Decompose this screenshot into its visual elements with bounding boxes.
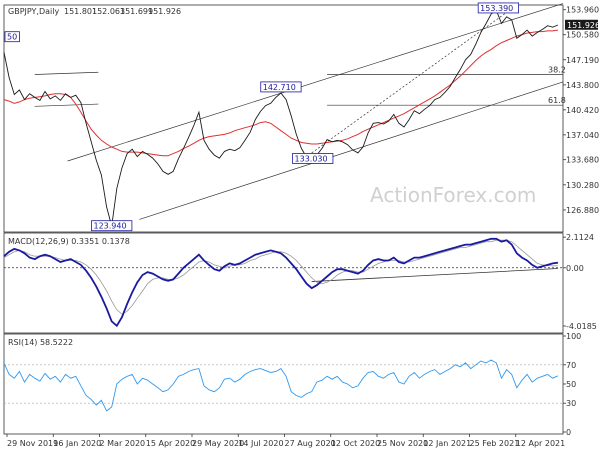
macd-y-axis: 2.1124 0.00 -4.0185	[563, 233, 597, 331]
header-low: 151.699	[120, 7, 153, 16]
header-high: 152.063	[92, 7, 125, 16]
rsi-line	[3, 359, 559, 412]
annotation-box-1	[260, 81, 302, 93]
price-y-tick-label-3: 143.800	[566, 81, 599, 90]
header-close: 151.926	[148, 7, 181, 16]
price-y-tick-label-7: 130.280	[566, 181, 599, 190]
macd-panel: MACD(12,26,9) 0.3351 0.1378 2.1124 0.00 -4…	[3, 232, 597, 334]
rsi-panel: RSI(14) 58.5222 100 70 50 30 0	[3, 332, 581, 437]
rsi-y-tick-label-2: 50	[566, 380, 576, 389]
price-y-tick-label-4: 140.420	[566, 106, 599, 115]
macd-y-tick-label-0: 2.1124	[566, 233, 594, 242]
x-tick-label-0: 29 Nov 2019	[7, 439, 58, 448]
rsi-y-tick-label-3: 30	[566, 399, 576, 408]
price-y-tick-label-8: 126.880	[566, 206, 599, 215]
price-panel-frame	[3, 4, 564, 233]
x-tick-label-5: 14 Jul 2020	[238, 439, 283, 448]
macd-title: MACD(12,26,9) 0.3351 0.1378	[8, 237, 130, 246]
x-tick-label-6: 27 Aug 2020	[285, 439, 336, 448]
price-annotations: 153.390 142.710 133.030 123.940 50	[4, 2, 519, 232]
rsi-y-axis: 100 70 50 30 0	[4, 332, 581, 437]
range-top-line	[34, 71, 99, 75]
range-bottom-line	[34, 103, 99, 107]
macd-y-tick-label-1: 0.00	[566, 264, 584, 273]
fib-label-1: 61.8	[548, 96, 566, 105]
rsi-y-tick-label-1: 70	[566, 361, 576, 370]
last-price-label: 151.926	[567, 21, 600, 30]
x-tick-label-4: 29 May 2020	[192, 439, 244, 448]
price-y-tick-label-0: 153.960	[566, 6, 599, 15]
x-tick-label-8: 25 Nov 2020	[377, 439, 428, 448]
x-tick-label-1: 16 Jan 2020	[53, 439, 101, 448]
price-panel: GBPJPY,Daily 151.801 152.063 151.699 151…	[3, 2, 600, 233]
macd-trend-line	[311, 268, 558, 282]
price-line	[3, 9, 559, 227]
annotation-label-4: 50	[7, 33, 17, 42]
annotation-box-3	[91, 220, 133, 232]
dotted-trend-line	[311, 12, 507, 154]
price-y-axis: 153.960 150.580 147.190 143.800 140.420 137.0…	[563, 6, 599, 215]
channel-lower-line	[139, 81, 564, 220]
x-tick-label-7: 12 Oct 2020	[331, 439, 380, 448]
x-tick-label-10: 25 Feb 2021	[470, 439, 520, 448]
fib-label-0: 38.2	[548, 66, 566, 75]
channel-upper-line	[67, 3, 564, 162]
price-y-tick-label-5: 137.040	[566, 131, 599, 140]
annotation-label-0: 153.390	[480, 4, 513, 13]
sma-line	[3, 29, 558, 157]
rsi-title: RSI(14) 58.5222	[8, 338, 73, 347]
macd-panel-frame	[3, 232, 564, 334]
annotation-box-0	[477, 2, 519, 14]
annotation-label-1: 142.710	[263, 83, 296, 92]
rsi-y-tick-label-0: 100	[566, 332, 581, 341]
x-tick-label-11: 12 Apr 2021	[516, 439, 565, 448]
header-open: 151.801	[64, 7, 97, 16]
price-y-tick-label-1: 150.580	[566, 31, 599, 40]
x-tick-label-9: 12 Jan 2021	[423, 439, 471, 448]
price-y-tick-label-6: 133.680	[566, 156, 599, 165]
last-price-marker: 151.926	[565, 19, 600, 30]
x-tick-label-2: 2 Mar 2020	[100, 439, 146, 448]
price-y-tick-label-2: 147.190	[566, 56, 599, 65]
macd-line	[3, 237, 559, 328]
price-channel	[34, 3, 564, 220]
watermark: ActionForex.com	[370, 183, 536, 207]
annotation-box-2	[292, 153, 334, 164]
annotation-label-2: 133.030	[295, 154, 328, 163]
fibonacci-levels: 38.2 61.8	[327, 66, 566, 106]
annotation-label-3: 123.940	[93, 222, 126, 231]
rsi-y-tick-label-4: 0	[566, 428, 571, 437]
macd-signal-line	[3, 239, 558, 315]
macd-y-tick-label-2: -4.0185	[566, 322, 597, 331]
x-tick-label-3: 15 Apr 2020	[146, 439, 195, 448]
header-symbol: GBPJPY,Daily	[8, 7, 59, 16]
last-price-box	[565, 19, 598, 30]
annotation-box-4	[4, 31, 20, 43]
